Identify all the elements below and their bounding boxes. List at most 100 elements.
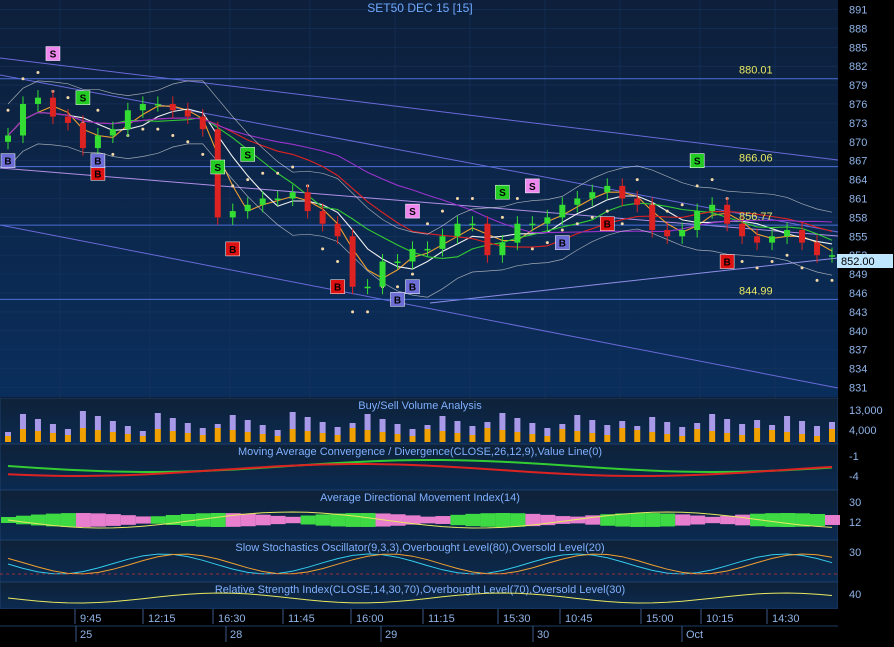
- volume-bar-buy: [304, 431, 311, 442]
- sar-dot: [665, 209, 669, 213]
- panel-tick: 12: [849, 517, 861, 529]
- adx-band: [675, 514, 691, 526]
- candle-body: [634, 198, 641, 205]
- panel-title: Slow Stochastics Oscillator(9,3,3),Overb…: [235, 542, 604, 554]
- candle-body: [289, 192, 296, 199]
- volume-bar-sell: [94, 416, 101, 430]
- panel-tick: 30: [849, 547, 861, 559]
- volume-bar-sell: [649, 417, 656, 432]
- candle-body: [424, 248, 431, 251]
- volume-bar-sell: [364, 414, 371, 430]
- adx-band: [360, 513, 376, 527]
- sar-dot: [246, 178, 250, 182]
- volume-bar-sell: [574, 415, 581, 431]
- volume-bar-sell: [334, 427, 341, 435]
- signal-label: B: [409, 283, 416, 294]
- sar-dot: [440, 209, 444, 213]
- adx-band: [30, 514, 46, 526]
- price-tick-label: 864: [849, 175, 867, 187]
- sar-dot: [6, 108, 10, 112]
- candle-body: [349, 236, 356, 287]
- candle-body: [229, 211, 236, 218]
- sar-dot: [470, 197, 474, 200]
- sar-dot: [755, 266, 759, 270]
- price-tick-label: 834: [849, 364, 867, 376]
- time-label: 10:45: [565, 613, 593, 625]
- signal-box: [525, 178, 540, 194]
- adx-band: [210, 513, 226, 527]
- volume-bar-buy: [589, 433, 596, 442]
- volume-bar-sell: [589, 420, 596, 433]
- adx-band: [390, 514, 406, 526]
- volume-bar-sell: [739, 424, 746, 435]
- candle-body: [379, 261, 386, 287]
- volume-bar-buy: [724, 433, 731, 442]
- price-tick-labels: 891 888 885 882 879 876 873 870 867 864 861 858 855 8…: [849, 4, 867, 394]
- adx-band: [285, 516, 301, 524]
- signal-box: [45, 46, 61, 61]
- signal-box: [90, 153, 106, 168]
- volume-bar-buy: [784, 432, 791, 442]
- macd-signal-line: [7, 463, 833, 477]
- volume-bar-sell: [679, 427, 686, 436]
- adx-band: [330, 513, 346, 527]
- volume-bar-sell: [484, 422, 491, 428]
- volume-bar-sell: [394, 424, 401, 434]
- volume-bar-buy: [364, 430, 371, 442]
- volume-bar-buy: [274, 436, 281, 442]
- signal-label: B: [334, 283, 341, 294]
- volume-bar-buy: [379, 432, 386, 442]
- adx-band: [165, 514, 181, 526]
- candle-body: [604, 185, 611, 193]
- level-label: 856.77: [739, 211, 773, 223]
- adx-band: [735, 514, 751, 526]
- panel-macd: Moving Average Convergence / Divergence(…: [0, 443, 894, 491]
- level-label: 844.99: [739, 285, 773, 297]
- date-label: 25: [80, 629, 92, 641]
- volume-bar-buy: [604, 435, 611, 442]
- rsi-line: [7, 592, 833, 604]
- signal-box: [210, 159, 225, 175]
- signal-label: B: [559, 239, 566, 250]
- volume-bar-buy: [649, 432, 656, 442]
- candle-body: [319, 211, 326, 224]
- panel-tick: 30: [849, 497, 861, 509]
- adx-band: [240, 513, 256, 527]
- adx-band: [15, 515, 31, 525]
- candle-body: [574, 198, 581, 205]
- adx-band: [630, 513, 646, 527]
- candle-body: [109, 129, 116, 136]
- price-tick-label: 840: [849, 326, 867, 338]
- candle-body: [49, 97, 56, 117]
- volume-bar-buy: [64, 435, 71, 442]
- candle-body: [169, 103, 176, 111]
- panel-tick: 13,000: [849, 405, 883, 417]
- sar-dot: [680, 203, 684, 207]
- adx-band: [150, 516, 166, 524]
- candle-body: [784, 230, 791, 237]
- time-label: 11:15: [428, 613, 455, 625]
- candle-body: [769, 236, 776, 243]
- volume-bar-buy: [19, 429, 26, 442]
- signal-label: S: [409, 207, 416, 218]
- candle-body: [514, 223, 521, 243]
- last-price-box: [837, 254, 893, 268]
- panel-title: Moving Average Convergence / Divergence(…: [238, 446, 602, 458]
- price-grid: [0, 0, 838, 609]
- sar-dot: [186, 140, 190, 144]
- sar-dot: [351, 310, 355, 314]
- time-label: 15:30: [503, 613, 531, 625]
- price-tick-label: 873: [849, 118, 867, 130]
- time-label: 14:30: [772, 613, 800, 625]
- candle-body: [694, 211, 701, 231]
- volume-bar-sell: [604, 425, 611, 435]
- volume-bar-buy: [484, 428, 491, 442]
- panel-bg: [0, 539, 839, 583]
- candle-body: [34, 97, 41, 104]
- volume-bar-buy: [574, 431, 581, 442]
- adx-band: [255, 514, 271, 526]
- volume-bar-buy: [109, 432, 116, 442]
- trend-line: [0, 224, 839, 389]
- volume-bar-buy: [79, 428, 86, 442]
- adx-band: [555, 516, 571, 524]
